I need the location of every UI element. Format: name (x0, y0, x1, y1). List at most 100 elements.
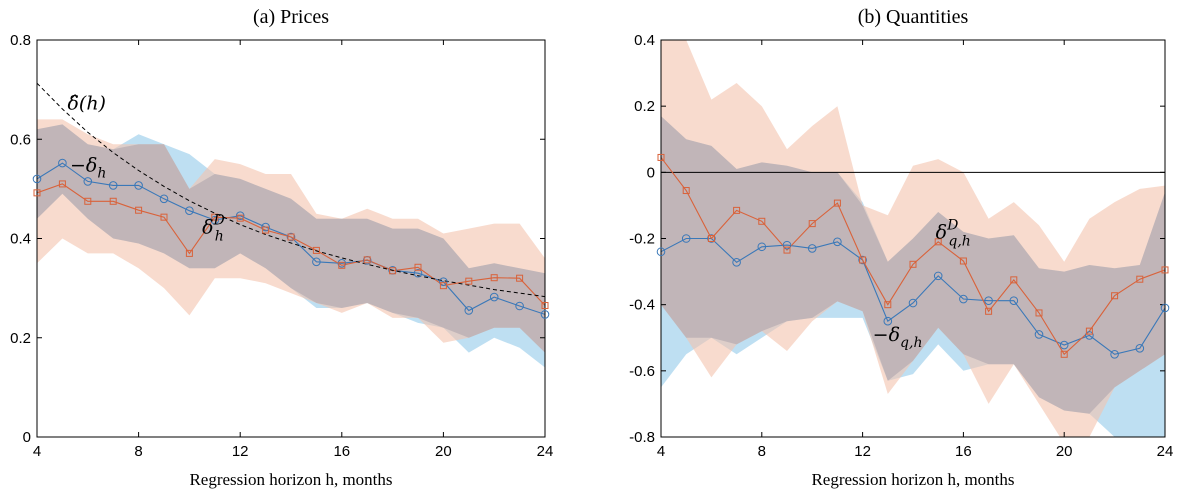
x-axis-label-quantities: Regression horizon h, months (811, 470, 1014, 489)
series-line-1 (37, 183, 545, 306)
data-point-square (58, 180, 66, 188)
data-point-circle (83, 177, 93, 186)
data-point-square (783, 246, 791, 254)
data-point-circle (58, 158, 67, 168)
data-point-circle (1034, 330, 1044, 339)
data-point-square (833, 199, 841, 207)
x-tick-label: 20 (435, 443, 452, 460)
chart-panel-quantities: (b) Quantities 4 8 12 16 20 24 -0.8 -0.6 -0.4 -0.… (629, 6, 1173, 489)
data-point-square (733, 206, 741, 214)
data-point-square (1111, 292, 1119, 300)
data-point-circle (757, 242, 767, 252)
x-tick-label: 12 (232, 443, 249, 460)
y-tick-label: -0.8 (629, 429, 655, 446)
confidence-band-overlap (37, 124, 545, 353)
data-point-square (516, 274, 524, 282)
data-point-square (211, 213, 219, 221)
data-point-square (682, 187, 690, 195)
data-point-square (236, 214, 244, 222)
y-tick-label: 0.2 (634, 98, 655, 115)
data-point-circle (286, 232, 296, 242)
x-tick-label: 4 (657, 443, 665, 460)
data-point-circle (32, 174, 42, 184)
data-point-circle (261, 222, 270, 232)
data-point-circle (984, 296, 993, 305)
y-tick-label: -0.2 (629, 231, 655, 248)
chart-title-prices: (a) Prices (253, 6, 329, 28)
data-point-square (541, 301, 549, 309)
data-point-circle (833, 237, 842, 247)
x-tick-label: 8 (134, 443, 142, 460)
data-points-quantities (656, 153, 1170, 359)
data-point-circle (210, 215, 220, 225)
data-point-square (439, 282, 447, 290)
data-point-square (287, 233, 295, 241)
data-point-circle (782, 240, 792, 250)
data-point-square (262, 226, 270, 234)
tick-marks-prices: 4 8 12 16 20 24 0 0.2 0.4 0.6 0.8 (10, 32, 553, 460)
x-tick-label: 24 (1157, 443, 1174, 460)
annotations-quantities: δD q,h −δq,h (873, 218, 971, 352)
data-point-circle (489, 292, 499, 302)
data-point-square (808, 220, 816, 228)
data-point-circle (707, 234, 716, 243)
data-point-circle (1009, 296, 1019, 305)
data-point-square (1010, 276, 1018, 284)
data-point-circle (1110, 349, 1119, 359)
data-point-square (985, 307, 993, 315)
data-point-circle (439, 277, 448, 286)
series-line-1 (661, 157, 1165, 356)
data-point-square (1035, 309, 1043, 317)
annotation-delta-hat: δ̂(h) (67, 92, 106, 114)
data-point-square (389, 267, 397, 275)
data-point-square (934, 238, 942, 246)
tick-marks-quantities: 4 8 12 16 20 24 -0.8 -0.6 -0.4 -0.2 0 0.2 0.4 (629, 32, 1173, 460)
data-point-square (465, 277, 473, 285)
y-tick-label: 0.6 (10, 131, 31, 148)
data-point-circle (933, 271, 943, 281)
data-point-circle (1059, 340, 1069, 350)
data-point-square (859, 256, 867, 264)
data-point-circle (515, 301, 524, 311)
x-axis-label-prices: Regression horizon h, months (189, 470, 392, 489)
data-point-square (109, 197, 117, 205)
y-tick-label: 0.8 (10, 32, 31, 49)
data-point-circle (1160, 303, 1170, 313)
data-point-circle (235, 211, 245, 220)
data-point-square (490, 274, 498, 282)
data-point-circle (858, 255, 867, 265)
y-tick-label: -0.6 (629, 363, 655, 380)
x-tick-label: 16 (333, 443, 350, 460)
data-point-square (414, 263, 422, 271)
data-point-circle (656, 247, 666, 257)
data-point-square (363, 256, 371, 264)
data-point-square (33, 189, 41, 197)
annotation-minus-delta-qh: −δq,h (873, 324, 923, 351)
annotations-prices: δ̂(h) −δh δD h (67, 92, 224, 244)
x-tick-label: 12 (854, 443, 871, 460)
annotation-delta-qh-d: δD q,h (936, 218, 971, 250)
data-point-circle (908, 298, 918, 308)
data-point-square (959, 257, 967, 265)
annotation-minus-delta-h: −δh (70, 155, 106, 182)
y-tick-label: 0.4 (10, 231, 31, 248)
confidence-bands-quantities (661, 40, 1165, 437)
x-tick-label: 8 (758, 443, 766, 460)
data-points-prices (32, 158, 550, 319)
chart-panel-prices: (a) Prices 4 8 12 16 20 24 0 0.2 0.4 0.6 0.8 δ̂(h)… (10, 6, 553, 489)
data-point-circle (312, 257, 321, 267)
data-point-square (1085, 327, 1093, 335)
data-point-circle (134, 181, 143, 190)
data-point-circle (883, 316, 893, 326)
data-point-square (185, 249, 193, 257)
data-point-circle (1085, 331, 1094, 340)
data-point-circle (337, 259, 347, 268)
confidence-bands-prices (37, 119, 545, 368)
y-tick-label: 0.2 (10, 330, 31, 347)
data-point-circle (732, 258, 741, 267)
data-point-square (758, 217, 766, 225)
series-lines-prices (37, 82, 545, 315)
data-point-circle (108, 181, 118, 190)
x-tick-label: 4 (33, 443, 41, 460)
